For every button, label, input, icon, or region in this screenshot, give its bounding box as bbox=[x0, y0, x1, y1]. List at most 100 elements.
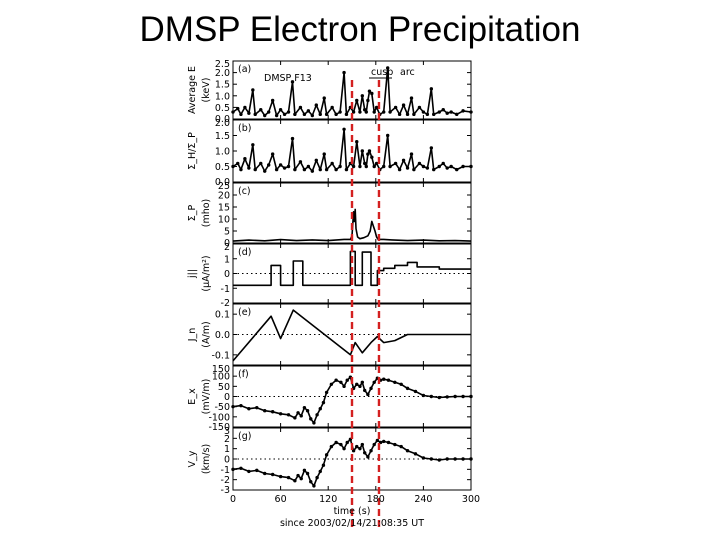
data-point-g-28 bbox=[360, 442, 365, 447]
ytick-label-e-1: 0.0 bbox=[215, 330, 230, 341]
data-point-b-29 bbox=[344, 167, 349, 172]
data-point-f-13 bbox=[309, 417, 313, 421]
ytick-label-a-4: 0.5 bbox=[215, 103, 230, 114]
ytick-label-g-3: 0 bbox=[224, 455, 230, 466]
xtick-label-2: 120 bbox=[319, 494, 337, 505]
data-point-b-46 bbox=[393, 161, 398, 166]
ytick-label-g-4: -1 bbox=[221, 465, 230, 476]
data-point-a-0 bbox=[231, 110, 235, 114]
data-point-f-12 bbox=[305, 409, 310, 413]
data-point-f-27 bbox=[358, 384, 362, 389]
data-point-b-13 bbox=[282, 166, 287, 170]
xtick-label-3: 180 bbox=[367, 494, 385, 505]
ytick-label-d-4: -2 bbox=[221, 298, 230, 309]
data-point-a-24 bbox=[324, 112, 329, 117]
data-point-b-33 bbox=[358, 164, 362, 169]
data-point-b-6 bbox=[253, 167, 257, 172]
data-point-b-16 bbox=[293, 167, 297, 172]
data-point-b-23 bbox=[322, 152, 326, 156]
data-point-g-43 bbox=[437, 458, 441, 462]
ytick-label-f-6: -150 bbox=[208, 422, 230, 433]
data-point-f-39 bbox=[405, 386, 410, 391]
data-point-a-20 bbox=[310, 113, 315, 118]
panel-tag-f: (f) bbox=[238, 369, 249, 380]
data-point-b-20 bbox=[310, 169, 315, 173]
data-point-g-26 bbox=[355, 444, 359, 449]
data-point-g-15 bbox=[315, 475, 319, 480]
data-point-a-6 bbox=[253, 112, 257, 117]
x-axis-title: time (s) bbox=[334, 506, 371, 517]
data-point-b-31 bbox=[351, 164, 356, 169]
data-point-f-7 bbox=[286, 413, 291, 417]
data-point-a-51 bbox=[412, 112, 416, 117]
data-point-b-24 bbox=[324, 167, 329, 172]
ytick-label-e-0: 0.1 bbox=[215, 310, 230, 321]
data-point-g-9 bbox=[296, 473, 300, 478]
ylabel-g: V_y bbox=[187, 450, 198, 467]
data-point-a-17 bbox=[298, 105, 303, 110]
data-point-g-6 bbox=[278, 474, 283, 479]
data-point-f-36 bbox=[386, 378, 391, 382]
data-point-a-22 bbox=[318, 112, 322, 117]
data-point-g-22 bbox=[342, 446, 346, 451]
data-point-a-4 bbox=[247, 111, 251, 115]
legend-arc: arc bbox=[400, 67, 415, 78]
data-point-f-37 bbox=[393, 380, 397, 384]
data-point-g-4 bbox=[263, 471, 267, 476]
ytick-label-f-4: -50 bbox=[214, 402, 230, 413]
data-point-g-0 bbox=[231, 467, 235, 472]
data-point-f-30 bbox=[366, 392, 370, 397]
data-point-f-11 bbox=[302, 405, 307, 410]
data-point-f-8 bbox=[293, 416, 297, 420]
data-point-a-56 bbox=[432, 112, 436, 117]
ytick-label-f-2: 50 bbox=[218, 382, 230, 393]
data-point-a-61 bbox=[455, 112, 459, 117]
data-point-b-43 bbox=[382, 164, 386, 169]
data-point-f-2 bbox=[247, 407, 251, 411]
data-point-g-45 bbox=[453, 457, 457, 461]
data-point-a-39 bbox=[370, 91, 374, 96]
data-point-b-61 bbox=[455, 167, 459, 172]
data-point-b-1 bbox=[236, 161, 240, 166]
data-point-g-46 bbox=[461, 457, 465, 461]
data-point-b-55 bbox=[429, 146, 434, 150]
ytick-label-g-2: 1 bbox=[224, 444, 230, 455]
data-point-g-12 bbox=[305, 471, 310, 476]
xtick-label-0: 0 bbox=[230, 494, 236, 505]
data-point-f-21 bbox=[339, 380, 343, 384]
ytick-label-a-1: 2.0 bbox=[215, 68, 230, 79]
ytick-label-g-0: 3 bbox=[224, 426, 230, 437]
data-point-a-58 bbox=[441, 108, 445, 112]
ytick-label-b-3: 0.5 bbox=[215, 162, 230, 173]
data-point-a-9 bbox=[267, 110, 271, 114]
data-point-b-9 bbox=[267, 163, 271, 167]
data-point-g-41 bbox=[421, 456, 426, 460]
data-point-a-62 bbox=[461, 109, 465, 113]
data-point-f-47 bbox=[469, 394, 473, 399]
data-point-a-55 bbox=[429, 87, 434, 91]
data-point-b-45 bbox=[388, 164, 392, 169]
data-point-b-63 bbox=[469, 164, 473, 169]
yunit-c: (mho) bbox=[201, 199, 212, 228]
ytick-label-b-0: 2.0 bbox=[215, 118, 230, 129]
data-point-a-3 bbox=[243, 105, 247, 110]
data-point-b-60 bbox=[449, 164, 453, 169]
data-point-a-53 bbox=[421, 110, 426, 114]
data-point-g-33 bbox=[375, 438, 380, 443]
data-point-a-57 bbox=[437, 110, 441, 114]
ytick-label-c-5: 0 bbox=[224, 238, 230, 249]
ytick-label-f-0: 150 bbox=[212, 364, 230, 375]
data-point-a-10 bbox=[270, 98, 275, 103]
data-point-b-57 bbox=[437, 164, 441, 169]
ytick-label-c-0: 25 bbox=[218, 181, 230, 192]
data-point-f-17 bbox=[321, 400, 326, 405]
data-point-g-36 bbox=[386, 440, 391, 445]
panel-tag-a: (a) bbox=[238, 64, 251, 75]
data-point-f-18 bbox=[324, 390, 329, 395]
data-point-a-46 bbox=[393, 105, 398, 110]
data-point-g-23 bbox=[345, 440, 349, 445]
data-point-a-40 bbox=[372, 110, 376, 114]
data-point-f-14 bbox=[312, 421, 316, 425]
data-point-b-44 bbox=[386, 133, 390, 138]
